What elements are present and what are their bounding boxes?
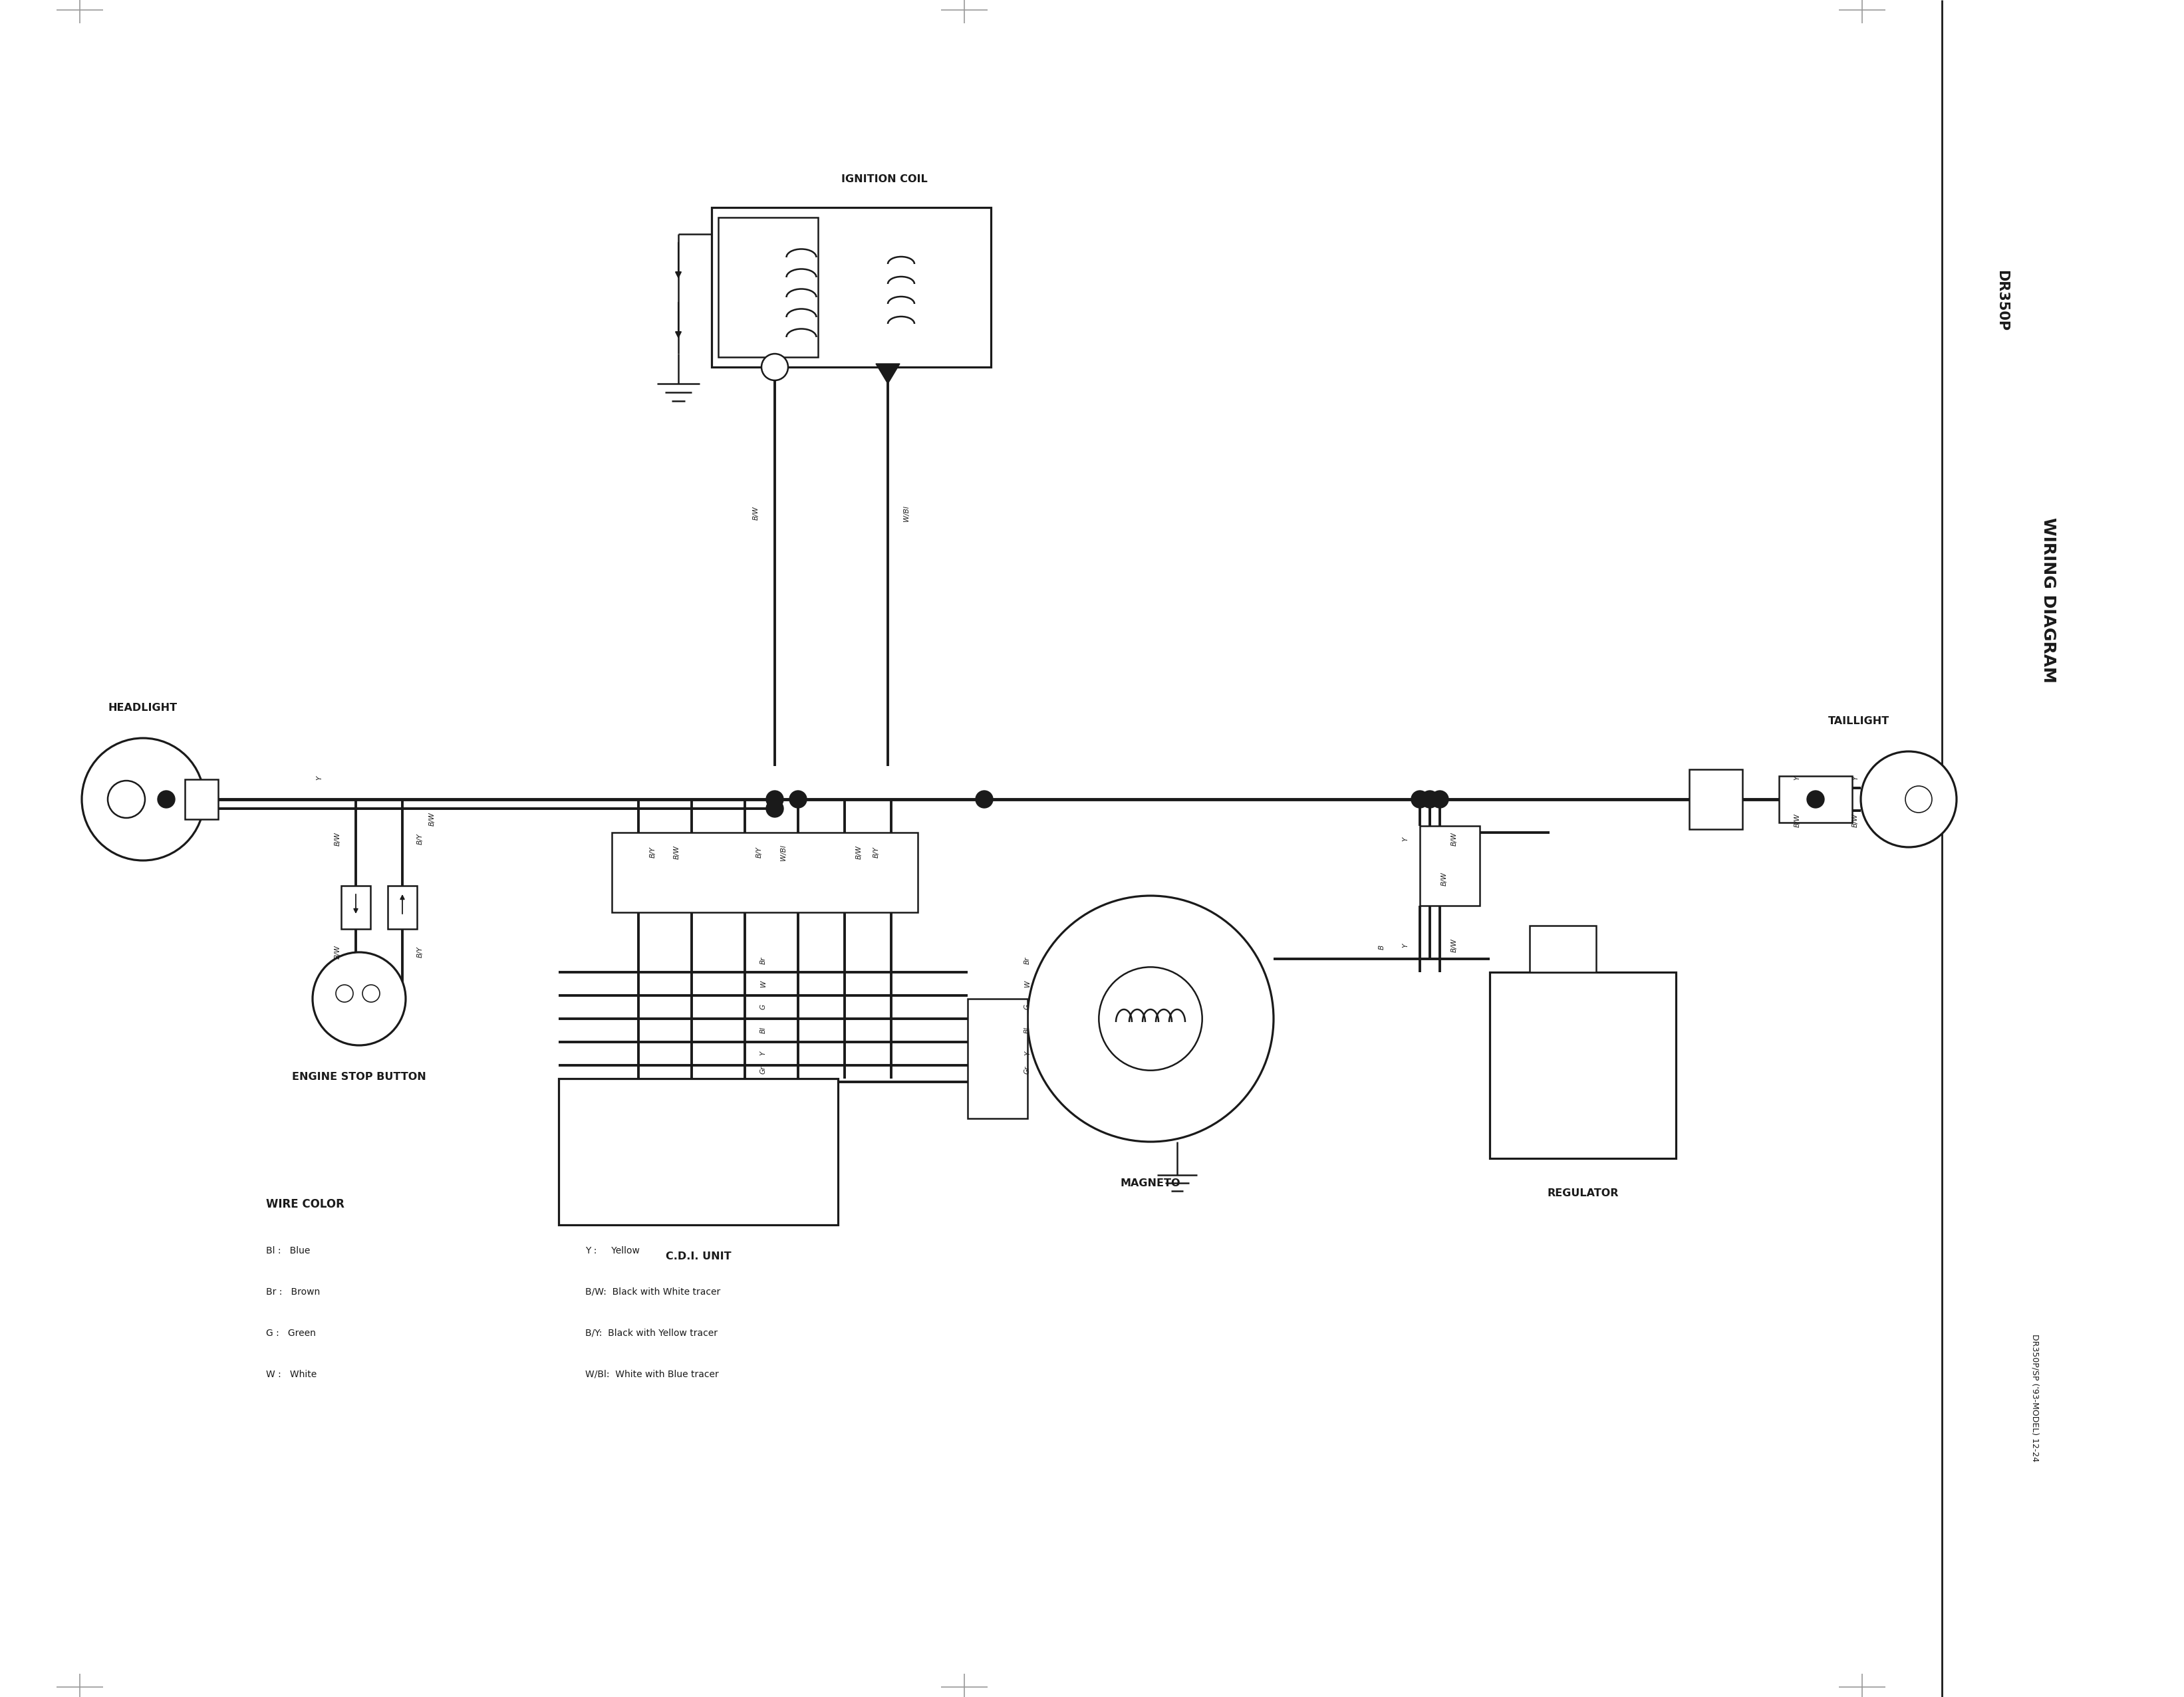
Text: Y: Y bbox=[317, 776, 323, 781]
Text: W: W bbox=[760, 981, 767, 988]
Text: B/W: B/W bbox=[753, 506, 760, 521]
Text: B/W: B/W bbox=[1450, 938, 1457, 952]
Bar bbox=[1489, 972, 1675, 1159]
Text: Y: Y bbox=[760, 1050, 767, 1056]
Text: Bl :   Blue: Bl : Blue bbox=[266, 1246, 310, 1256]
Bar bbox=[1529, 925, 1597, 972]
Bar bbox=[712, 207, 992, 367]
Circle shape bbox=[157, 791, 175, 808]
Bar bbox=[559, 1079, 839, 1225]
Circle shape bbox=[1431, 791, 1448, 808]
Circle shape bbox=[312, 952, 406, 1045]
Circle shape bbox=[788, 791, 806, 808]
Circle shape bbox=[767, 799, 784, 818]
Text: W/Bl: W/Bl bbox=[780, 845, 786, 860]
Text: WIRING DIAGRAM: WIRING DIAGRAM bbox=[2040, 518, 2057, 682]
Circle shape bbox=[976, 791, 994, 808]
Circle shape bbox=[1099, 967, 1201, 1071]
Text: Gr: Gr bbox=[1024, 1066, 1031, 1074]
Text: Y: Y bbox=[1852, 776, 1859, 781]
Bar bbox=[186, 779, 218, 820]
Bar bbox=[968, 1000, 1026, 1118]
Text: Br :   Brown: Br : Brown bbox=[266, 1288, 321, 1297]
Text: Br: Br bbox=[1024, 957, 1031, 964]
Text: B/W: B/W bbox=[1441, 872, 1448, 886]
Bar bbox=[612, 833, 917, 913]
Text: Y: Y bbox=[1402, 944, 1409, 947]
Bar bbox=[1780, 776, 1852, 823]
Text: TAILLIGHT: TAILLIGHT bbox=[1828, 716, 1889, 726]
Text: B/Y:  Black with Yellow tracer: B/Y: Black with Yellow tracer bbox=[585, 1329, 719, 1337]
Text: B/W: B/W bbox=[856, 845, 863, 859]
Bar bbox=[719, 217, 819, 356]
Circle shape bbox=[1806, 791, 1824, 808]
Text: REGULATOR: REGULATOR bbox=[1546, 1188, 1618, 1198]
Text: MAGNETO: MAGNETO bbox=[1120, 1178, 1182, 1188]
Text: B: B bbox=[1378, 945, 1385, 949]
Circle shape bbox=[1904, 786, 1933, 813]
Text: G: G bbox=[760, 1005, 767, 1010]
Circle shape bbox=[1422, 791, 1439, 808]
Circle shape bbox=[336, 984, 354, 1003]
Text: Br: Br bbox=[760, 957, 767, 964]
Text: Y: Y bbox=[1402, 837, 1409, 842]
Text: G :   Green: G : Green bbox=[266, 1329, 317, 1337]
Bar bbox=[1420, 826, 1481, 906]
Text: W/Bl:  White with Blue tracer: W/Bl: White with Blue tracer bbox=[585, 1369, 719, 1380]
Text: Gr: Gr bbox=[760, 1066, 767, 1074]
Text: HEADLIGHT: HEADLIGHT bbox=[109, 703, 177, 713]
Text: W/Bl: W/Bl bbox=[904, 506, 911, 521]
Text: B/W: B/W bbox=[1793, 813, 1800, 828]
Polygon shape bbox=[876, 363, 900, 384]
Circle shape bbox=[1026, 896, 1273, 1142]
Circle shape bbox=[363, 984, 380, 1003]
Text: W: W bbox=[1024, 981, 1031, 988]
Text: Y: Y bbox=[1024, 1050, 1031, 1056]
Text: IGNITION COIL: IGNITION COIL bbox=[841, 175, 928, 185]
Text: WIRE COLOR: WIRE COLOR bbox=[266, 1198, 345, 1210]
Text: W :   White: W : White bbox=[266, 1369, 317, 1380]
Text: B/Y: B/Y bbox=[417, 833, 424, 845]
Text: B/W: B/W bbox=[673, 845, 681, 859]
Text: B/W: B/W bbox=[1450, 832, 1457, 847]
Text: B/Y: B/Y bbox=[874, 847, 880, 859]
Text: B/W: B/W bbox=[334, 945, 341, 959]
Circle shape bbox=[762, 353, 788, 380]
Text: B/W: B/W bbox=[428, 813, 435, 826]
Text: B/W: B/W bbox=[1852, 813, 1859, 828]
Circle shape bbox=[767, 791, 784, 808]
Bar bbox=[389, 886, 417, 928]
Text: B/Y: B/Y bbox=[651, 847, 657, 859]
Text: DR350P/SP ('93-MODEL) 12-24: DR350P/SP ('93-MODEL) 12-24 bbox=[2031, 1334, 2040, 1461]
Text: B/W:  Black with White tracer: B/W: Black with White tracer bbox=[585, 1288, 721, 1297]
Text: DR350P: DR350P bbox=[1996, 270, 2009, 331]
Text: Bl: Bl bbox=[1024, 1027, 1031, 1033]
Bar bbox=[1688, 769, 1743, 830]
Circle shape bbox=[107, 781, 144, 818]
Circle shape bbox=[81, 738, 203, 860]
Text: B/Y: B/Y bbox=[417, 947, 424, 957]
Text: C.D.I. UNIT: C.D.I. UNIT bbox=[666, 1251, 732, 1261]
Text: ENGINE STOP BUTTON: ENGINE STOP BUTTON bbox=[293, 1073, 426, 1083]
Text: Bl: Bl bbox=[760, 1027, 767, 1033]
Text: B/Y: B/Y bbox=[756, 847, 762, 859]
Text: G: G bbox=[1024, 1005, 1031, 1010]
Text: B/W: B/W bbox=[334, 832, 341, 847]
Circle shape bbox=[1411, 791, 1428, 808]
Text: Y :     Yellow: Y : Yellow bbox=[585, 1246, 640, 1256]
Circle shape bbox=[1861, 752, 1957, 847]
Bar bbox=[341, 886, 371, 928]
Text: Y: Y bbox=[1793, 776, 1800, 781]
